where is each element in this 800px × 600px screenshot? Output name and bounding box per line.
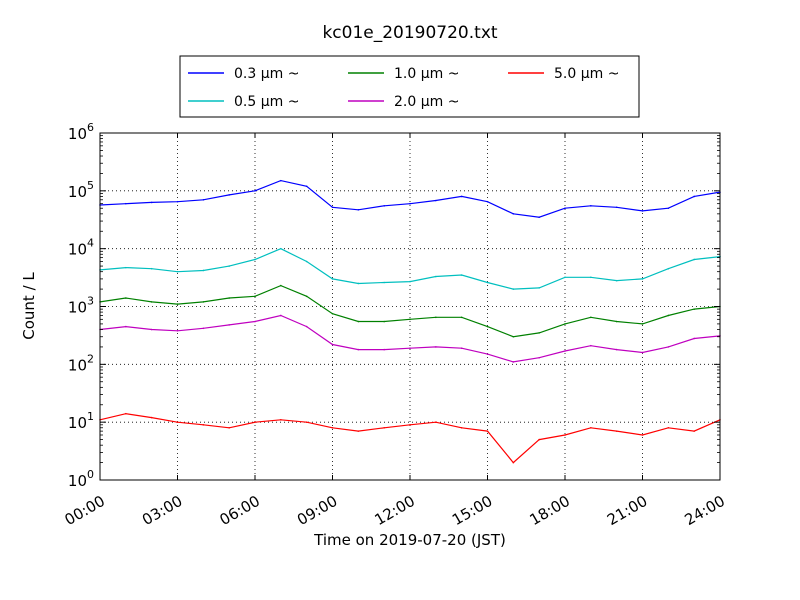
x-axis-label: Time on 2019-07-20 (JST) [313,531,506,549]
y-tick-exponent: 6 [87,121,94,134]
y-tick-base: 10 [68,183,87,201]
grid [100,133,720,480]
y-tick-exponent: 2 [87,352,94,365]
y-tick-label: 105 [68,179,94,201]
series-line [99,413,721,464]
y-tick-label: 106 [68,121,94,143]
y-tick-exponent: 4 [87,237,94,250]
y-tick-exponent: 0 [87,468,94,481]
legend-label: 5.0 μm ~ [554,66,619,82]
series-line [99,248,721,290]
y-tick-exponent: 3 [87,295,94,308]
y-tick-base: 10 [68,356,87,374]
y-tick-label: 104 [68,237,94,259]
legend: 0.3 μm ~ 0.5 μm ~ 1.0 μm ~ 2.0 μm ~ 5.0 μm ~ [179,55,640,118]
y-tick-base: 10 [68,241,87,259]
y-tick-base: 10 [68,299,87,317]
chart-title: kc01e_20190720.txt [322,23,497,43]
legend-label: 2.0 μm ~ [394,94,459,110]
series-line [99,314,721,363]
ticks [99,132,721,481]
y-tick-exponent: 1 [87,410,94,423]
legend-label: 1.0 μm ~ [394,66,459,82]
y-tick-label: 102 [68,352,94,374]
legend-label: 0.5 μm ~ [234,94,299,110]
y-tick-label: 103 [68,295,94,317]
series-lines [99,179,721,464]
legend-label: 0.3 μm ~ [234,66,299,82]
y-axis-label: Count / L [20,272,38,340]
y-tick-label: 100 [68,468,94,490]
legend-box [179,55,640,118]
y-tick-base: 10 [68,414,87,432]
series-line [99,179,721,218]
y-tick-base: 10 [68,472,87,490]
series-line [99,284,721,338]
y-tick-label: 101 [68,410,94,432]
y-tick-exponent: 5 [87,179,94,192]
y-tick-base: 10 [68,125,87,143]
